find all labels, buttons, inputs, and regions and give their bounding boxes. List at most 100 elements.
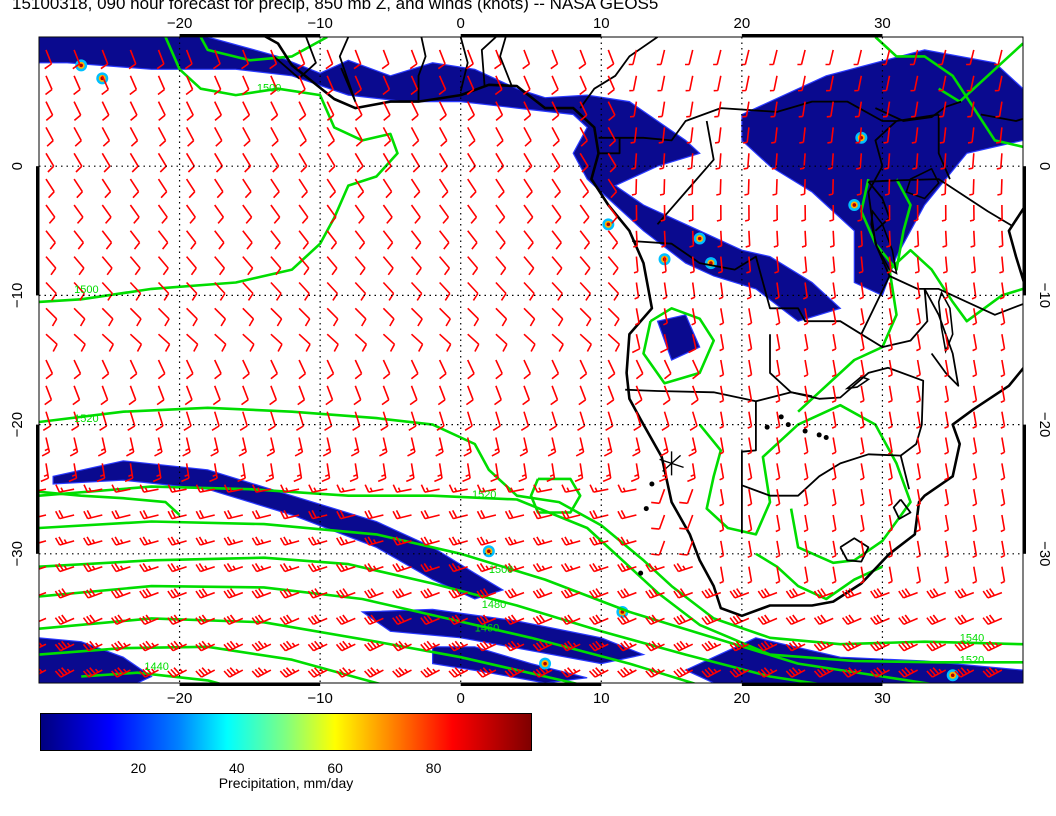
wind-barb	[579, 204, 590, 224]
wind-barb	[71, 411, 80, 431]
wind-barb	[504, 640, 525, 652]
wind-barb	[129, 127, 139, 147]
wind-barb	[270, 359, 279, 380]
precip-core	[606, 222, 611, 227]
wind-barb	[382, 127, 392, 147]
wind-barb	[354, 230, 366, 250]
wind-barb	[775, 463, 781, 481]
wind-barb	[589, 536, 609, 546]
lon-tick-label-top: 10	[593, 15, 610, 32]
wind-barb	[831, 463, 837, 481]
wind-barb	[100, 385, 109, 406]
wind-barb	[354, 178, 365, 199]
wind-barb	[326, 256, 338, 276]
wind-barb	[826, 75, 834, 92]
wind-barb	[242, 204, 253, 224]
wind-barb	[673, 640, 694, 652]
wind-barb	[448, 640, 469, 652]
wind-barb	[495, 307, 508, 327]
lon-tick-label-top: 20	[734, 15, 751, 32]
precip-colorbar	[40, 713, 532, 751]
wind-barb	[212, 385, 221, 406]
contour-label: 1500	[489, 564, 513, 576]
wind-barb	[504, 536, 525, 546]
wind-barb	[238, 437, 247, 457]
wind-barb	[129, 281, 142, 301]
wind-barb	[773, 230, 779, 248]
wind-barb	[241, 75, 250, 96]
wind-barb	[157, 230, 169, 250]
wind-barb	[157, 152, 167, 173]
wind-barb	[701, 588, 722, 599]
wind-barb	[54, 667, 75, 678]
coastlines-borders	[263, 37, 1023, 618]
wind-barb	[831, 514, 837, 533]
wind-barb	[364, 510, 384, 520]
country-border	[598, 137, 621, 155]
wind-barb	[408, 411, 417, 431]
wind-barb	[551, 101, 560, 122]
wind-barb	[185, 230, 197, 250]
wind-barb	[773, 204, 778, 222]
wind-barb	[916, 385, 921, 404]
wind-barb	[942, 256, 948, 274]
wind-barb	[719, 385, 725, 404]
wind-barb	[574, 463, 584, 483]
pan-marker	[816, 432, 822, 438]
wind-barb	[438, 204, 450, 224]
wind-barb	[326, 101, 335, 122]
wind-barb	[785, 640, 806, 652]
wind-barb	[719, 566, 725, 584]
wind-barb	[293, 463, 303, 483]
wind-barb	[688, 204, 694, 222]
wind-barb	[829, 230, 835, 248]
wind-barb	[185, 204, 196, 224]
coastline	[1007, 206, 1023, 284]
wind-barb	[436, 411, 445, 431]
wind-barb	[774, 282, 780, 300]
wind-barb	[579, 101, 588, 122]
wind-barb	[617, 510, 637, 520]
wind-barb	[495, 281, 507, 301]
wind-barb	[157, 307, 170, 327]
wind-barb	[269, 49, 278, 70]
wind-barb	[701, 614, 722, 626]
wind-barb	[298, 101, 307, 122]
wind-barb	[551, 204, 562, 224]
wind-barb	[139, 510, 159, 520]
wind-barb	[154, 437, 163, 457]
wind-barb	[714, 101, 722, 118]
wind-barb	[685, 75, 694, 92]
border-bar-top	[179, 34, 321, 37]
wind-barb	[467, 230, 478, 250]
wind-barb	[410, 359, 419, 380]
wind-barb	[407, 437, 416, 457]
wind-barb	[467, 178, 477, 199]
wind-barb	[859, 385, 865, 404]
wind-barb	[944, 334, 950, 352]
wind-barb	[73, 127, 83, 147]
wind-barb	[242, 281, 254, 301]
contour-label: 1480	[967, 684, 991, 696]
wind-barb	[617, 562, 637, 573]
wind-barb	[139, 667, 159, 678]
wind-barb	[354, 152, 364, 173]
wind-barb	[972, 411, 978, 429]
border-bar-left	[36, 424, 39, 554]
wind-barb	[617, 536, 637, 546]
wind-barb	[82, 562, 103, 573]
contour-line	[755, 552, 883, 601]
wind-barb	[673, 614, 694, 626]
contour-line	[938, 42, 1023, 103]
wind-barb	[297, 49, 306, 70]
wind-barb	[392, 536, 412, 546]
wind-barb	[184, 49, 193, 70]
country-border	[480, 37, 497, 87]
wind-barb	[101, 178, 112, 199]
wind-barb	[589, 562, 609, 573]
wind-barb	[126, 437, 135, 457]
wind-barb	[803, 385, 809, 404]
wind-barb	[298, 152, 308, 173]
wind-barb	[606, 385, 615, 406]
wind-barb	[1000, 359, 1006, 378]
